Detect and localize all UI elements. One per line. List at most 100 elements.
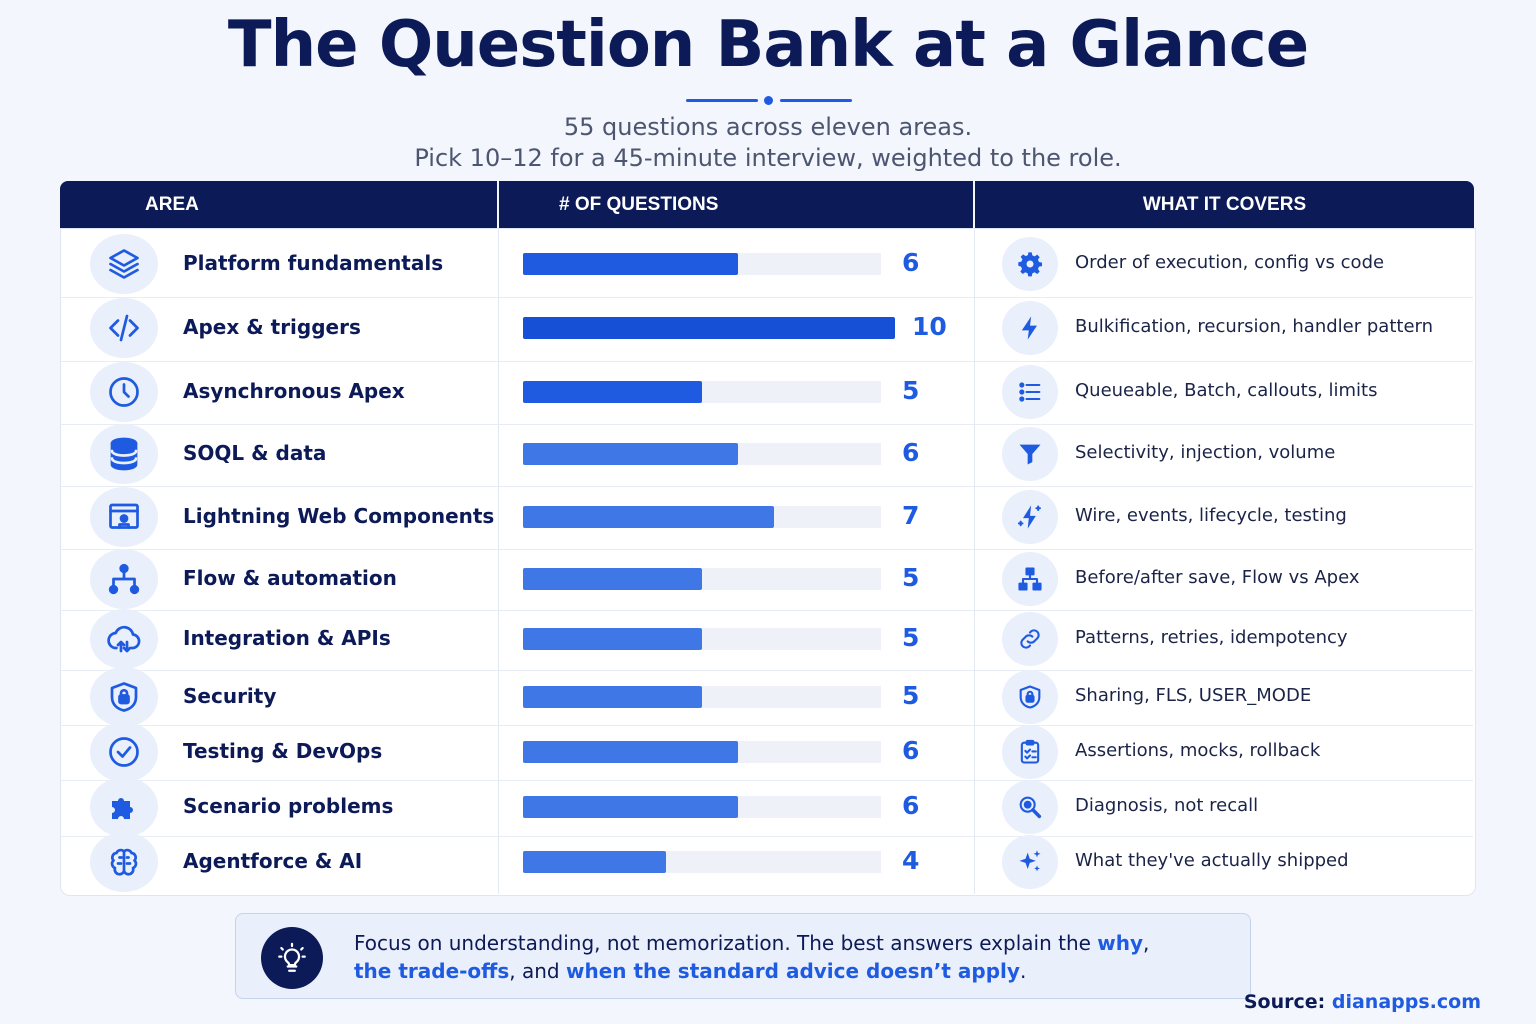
bar [523,685,702,708]
bar [523,253,738,275]
row-separator [61,780,1473,781]
source-credit: Source: dianapps.com [1243,991,1481,1013]
question-bank-table [60,228,1476,896]
bar-track [523,317,895,339]
bar [523,851,666,873]
link-icon [1002,612,1058,666]
row-separator [61,486,1473,487]
covers-text: Bulkification, recursion, handler patter… [1075,316,1434,337]
tip-callout: Focus on understanding, not memorization… [235,913,1251,999]
bar [523,317,895,339]
area-label: Testing & DevOps [183,738,383,763]
database-icon [90,424,158,484]
covers-text: What they've actually shipped [1075,850,1349,871]
component-icon [90,486,158,547]
covers-text: Selectivity, injection, volume [1075,442,1336,463]
area-label: Platform fundamentals [183,251,444,275]
subtitle-line-1: 55 questions across eleven areas. [563,113,973,141]
row-separator [61,610,1473,611]
bar-track [523,380,881,403]
column-divider [974,228,975,894]
bar [523,796,738,818]
bar-track [523,253,881,275]
covers-text: Before/after save, Flow vs Apex [1075,566,1360,588]
title-divider [686,94,852,106]
bar-track [523,567,881,590]
bar-track [523,796,881,818]
row-separator [61,670,1473,671]
row-separator [61,424,1473,425]
filter-icon [1002,427,1058,481]
sparkles-icon [1002,835,1058,889]
code-icon [90,298,158,358]
bar [523,740,738,763]
header-covers: WHAT IT COVERS [975,181,1474,228]
bar [523,380,702,403]
area-label: Lightning Web Components [183,503,495,528]
flow-tree-icon [90,548,158,609]
covers-text: Sharing, FLS, USER_MODE [1075,684,1312,706]
table-row: Integration & APIs 5 Patterns, retries, id… [61,607,1473,671]
tip-text: Focus on understanding, not memorization… [354,931,1150,983]
table-row: Security 5 Sharing, FLS, USER_MODE [61,666,1473,727]
page-title: The Question Bank at a Glance [227,8,1309,82]
clock-icon [90,361,158,422]
table-row: SOQL & data 6 Selectivity, injection, volu… [61,421,1473,487]
area-label: Apex & triggers [183,315,361,339]
bar [523,505,774,528]
bar-track [523,851,881,873]
area-label: SOQL & data [183,441,327,465]
question-count: 4 [902,846,920,875]
question-count: 6 [902,248,920,277]
bar [523,628,702,650]
lightning-icon [1002,301,1058,355]
table-row: Flow & automation 5 Before/after save, Flo… [61,546,1473,611]
cloud-sync-icon [90,609,158,669]
bar [523,567,702,590]
bar-track [523,628,881,650]
check-circle-icon [90,721,158,782]
row-separator [61,361,1473,362]
layers-icon [90,234,158,294]
table-row: Platform fundamentals 6 Order of execution… [61,230,1473,298]
covers-text: Patterns, retries, idempotency [1075,627,1348,648]
table-row: Lightning Web Components 7 Wire, events, l… [61,483,1473,550]
table-row: Asynchronous Apex 5 Queueable, Batch, call… [61,358,1473,425]
question-count: 5 [902,680,920,710]
covers-text: Diagnosis, not recall [1075,795,1259,816]
bar [523,443,738,465]
area-label: Integration & APIs [183,626,391,650]
question-count: 6 [902,438,920,467]
clipboard-check-icon [1002,724,1058,779]
question-count: 6 [902,791,920,820]
brain-icon [90,832,158,892]
covers-text: Assertions, mocks, rollback [1075,739,1321,761]
source-link[interactable]: dianapps.com [1331,991,1481,1013]
area-label: Asynchronous Apex [183,378,405,403]
row-separator [61,297,1473,298]
table-row: Agentforce & AI 4 What they've actually sh… [61,832,1473,892]
bar-track [523,505,881,528]
bar-track [523,685,881,708]
row-separator [61,549,1473,550]
magnifier-icon [1002,780,1058,834]
covers-text: Order of execution, config vs code [1075,252,1385,273]
question-count: 6 [902,735,920,765]
subtitle-line-2: Pick 10–12 for a 45-minute interview, we… [414,144,1122,172]
area-label: Flow & automation [183,565,397,590]
bar-track [523,443,881,465]
row-separator [61,725,1473,726]
lightbulb-icon [261,927,323,989]
question-count: 5 [902,375,920,405]
row-separator [61,836,1473,837]
table-row: Scenario problems 6 Diagnosis, not recall [61,777,1473,837]
question-count: 10 [912,312,947,341]
hierarchy-icon [1002,551,1058,606]
list-icon [1002,364,1058,419]
shield-lock-icon [90,666,158,727]
header-area: AREA [60,181,497,228]
bar-track [523,740,881,763]
question-count: 5 [902,623,920,652]
question-count: 7 [902,500,920,530]
gear-icon [1002,237,1058,291]
